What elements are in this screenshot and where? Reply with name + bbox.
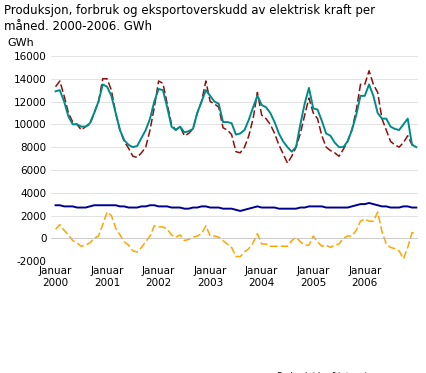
Text: GWh: GWh [7,38,34,48]
Text: Produksjon, forbruk og eksportoverskudd av elektrisk kraft per
måned. 2000-2006.: Produksjon, forbruk og eksportoverskudd … [4,4,374,33]
Legend: Total
produksjon, Eksport-
overskudd, Brutto-
forbruk, Forbruk i kraftintensiv
i: Total produksjon, Eksport- overskudd, Br… [62,372,407,373]
